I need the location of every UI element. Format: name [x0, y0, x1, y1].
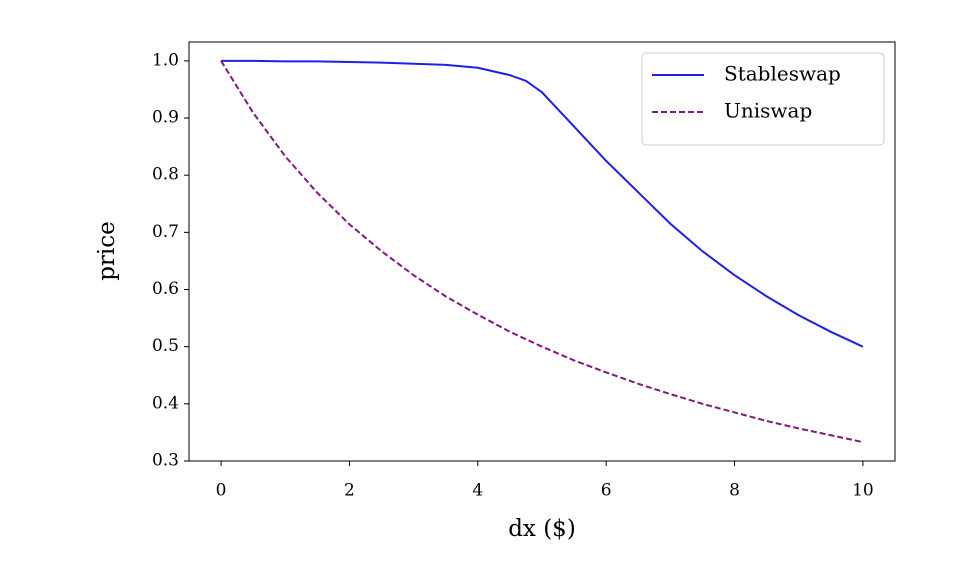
y-tick-label: 0.7: [152, 222, 179, 242]
series-line: [221, 59, 864, 348]
x-tick-label: 8: [729, 481, 740, 501]
y-tick-label: 0.5: [152, 336, 179, 356]
y-axis-label: price: [94, 221, 120, 281]
y-tick-label: 1.0: [152, 50, 179, 70]
y-tick-label: 0.9: [152, 108, 179, 128]
x-tick-label: 4: [472, 481, 483, 501]
x-tick-label: 10: [852, 481, 874, 501]
x-tick-label: 2: [344, 481, 355, 501]
legend-label: Stableswap: [724, 62, 841, 86]
series-line: [220, 60, 864, 444]
x-axis-label: dx ($): [508, 516, 576, 542]
y-tick-label: 0.4: [152, 393, 179, 413]
x-tick-label: 0: [216, 481, 227, 501]
y-tick-label: 0.6: [152, 279, 179, 299]
x-tick-label: 6: [601, 481, 612, 501]
y-tick-label: 0.8: [152, 165, 179, 185]
plot-frame: [188, 41, 896, 462]
legend-label: Uniswap: [724, 99, 812, 123]
y-tick-label: 0.3: [152, 451, 179, 471]
